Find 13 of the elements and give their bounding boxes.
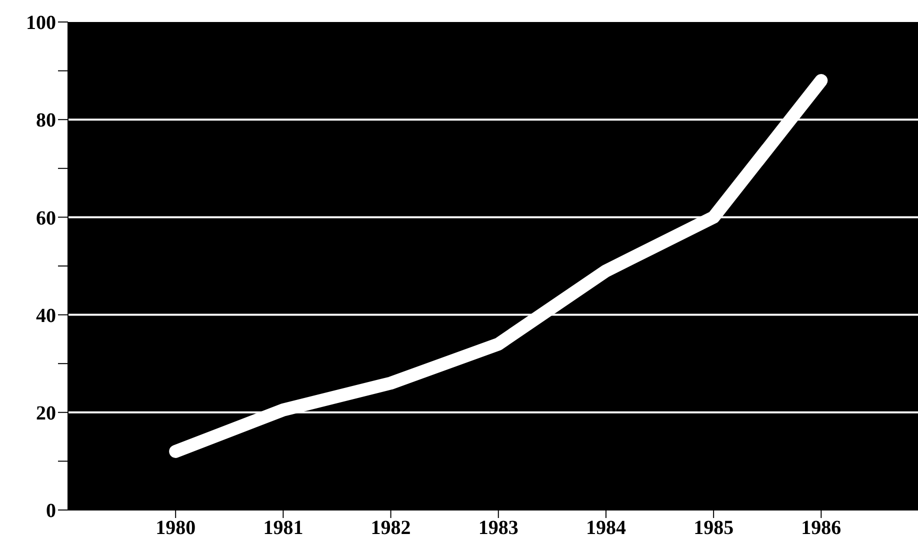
y-tick-label: 100 (26, 12, 56, 34)
x-tick-label: 1981 (263, 517, 304, 540)
x-tick-label: 1982 (370, 517, 411, 540)
x-tick-label: 1983 (478, 517, 518, 540)
y-tick-label: 40 (36, 304, 56, 327)
x-tick-label: 1984 (586, 517, 626, 540)
y-tick-label: 60 (36, 207, 56, 230)
x-tick-label: 1986 (801, 517, 842, 540)
x-tick-label: 1980 (156, 517, 196, 540)
y-tick-label: 20 (36, 402, 56, 424)
x-tick-label: 1985 (694, 517, 734, 540)
y-tick-label: 80 (36, 110, 56, 132)
y-tick-label: 0 (46, 500, 56, 522)
